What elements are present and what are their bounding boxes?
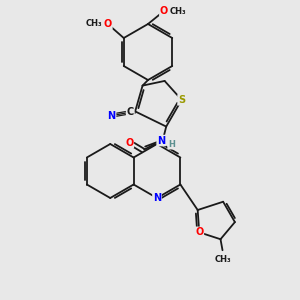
Text: CH₃: CH₃ (85, 20, 102, 28)
Text: N: N (157, 136, 165, 146)
Text: CH₃: CH₃ (214, 255, 231, 264)
Text: H: H (168, 140, 175, 149)
Text: O: O (195, 227, 203, 237)
Text: O: O (103, 19, 112, 29)
Text: CH₃: CH₃ (170, 7, 187, 16)
Text: S: S (178, 95, 185, 105)
Text: N: N (153, 193, 161, 203)
Text: N: N (107, 111, 116, 121)
Text: O: O (160, 6, 168, 16)
Text: C: C (127, 107, 134, 117)
Text: O: O (125, 138, 133, 148)
